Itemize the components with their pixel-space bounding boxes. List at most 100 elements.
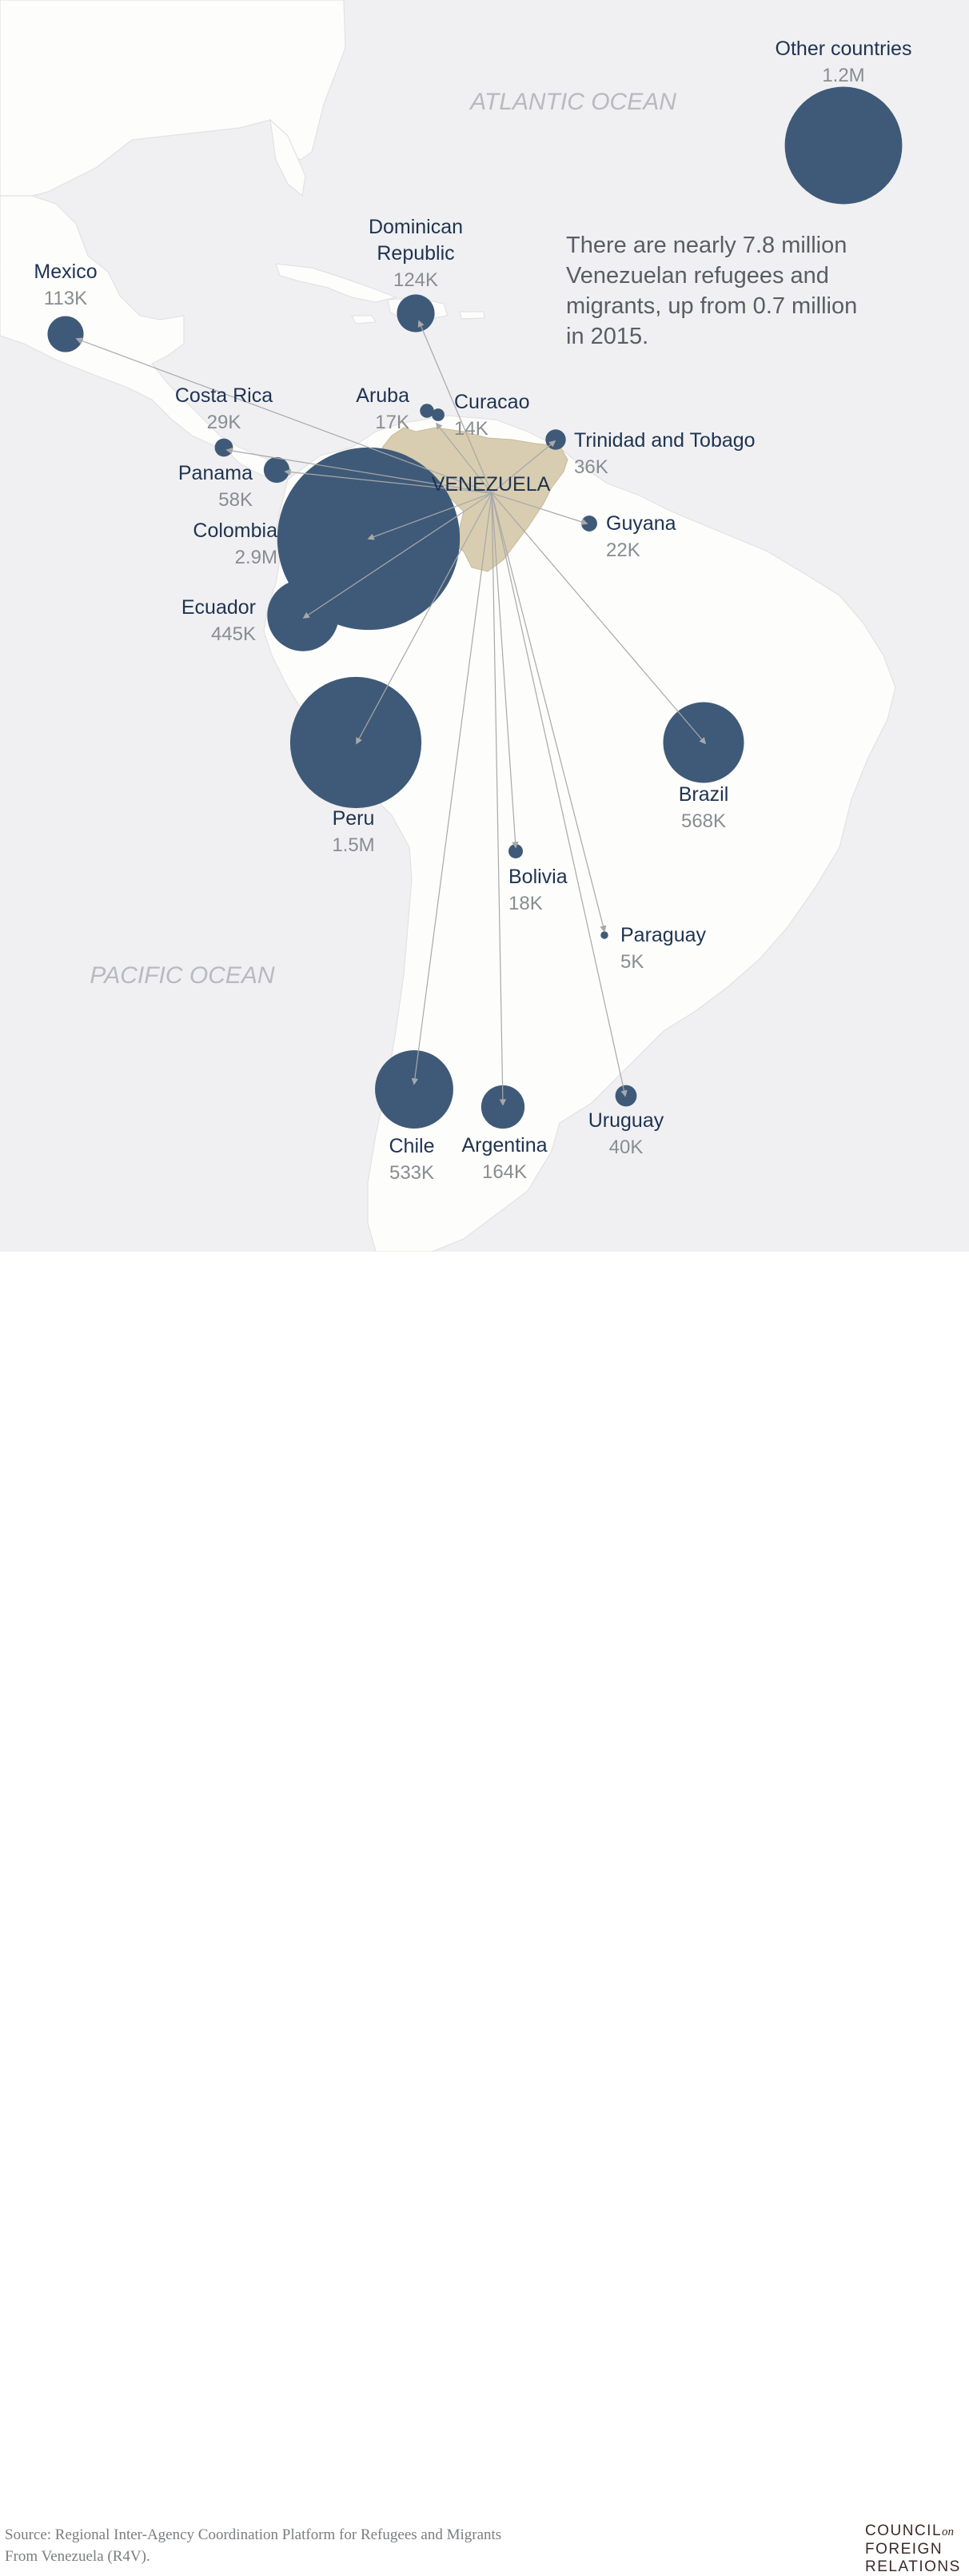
origin-label: VENEZUELA	[432, 473, 551, 496]
land-north-america	[0, 0, 346, 201]
headline-line-2: Venezuelan refugees and	[566, 263, 829, 289]
curacao-label: Curacao 14K	[454, 391, 530, 440]
land-cuba	[275, 263, 397, 303]
other-countries-name: Other countries	[776, 38, 912, 60]
paraguay-flow-arrow	[491, 492, 607, 933]
colombia-label: Colombia 2.9M	[193, 520, 277, 568]
mexico-value: 113K	[44, 288, 87, 309]
bolivia-name: Bolivia	[508, 866, 568, 888]
source-note: Source: Regional Inter-Agency Coordinati…	[5, 2524, 612, 2567]
chile-bubble	[375, 1050, 453, 1129]
dominican-republic-bubble	[397, 294, 435, 332]
trinidad-and-tobago-name: Trinidad and Tobago	[574, 429, 756, 452]
chile-flow-arrow	[411, 492, 492, 1085]
guyana-label: Guyana 22K	[606, 512, 676, 561]
source-line-1: Source: Regional Inter-Agency Coordinati…	[5, 2526, 502, 2543]
destination-labels: Mexico 113K Dominican Republic 124K Costa Ric…	[34, 38, 911, 1184]
dominican-republic-flow-arrow	[417, 320, 492, 494]
source-line-2: From Venezuela (R4V).	[5, 2548, 150, 2565]
paraguay-value: 5K	[620, 951, 644, 973]
trinidad-and-tobago-value: 36K	[574, 456, 608, 478]
paraguay-bubble	[600, 931, 608, 939]
headline: There are nearly 7.8 million Venezuelan …	[566, 233, 857, 349]
dominican-republic-label: Dominican Republic 124K	[369, 216, 463, 291]
mexico-name: Mexico	[34, 261, 97, 283]
aruba-label: Aruba 17K	[356, 384, 409, 433]
argentina-value: 164K	[482, 1161, 527, 1183]
trinidad-and-tobago-flow-arrow	[491, 440, 556, 494]
logo-line-3: RELATIONS	[865, 2558, 961, 2575]
trinidad-and-tobago-label: Trinidad and Tobago 36K	[574, 429, 756, 478]
bolivia-value: 18K	[508, 893, 543, 914]
uruguay-value: 40K	[609, 1137, 644, 1158]
guyana-name: Guyana	[606, 512, 676, 535]
land-florida	[269, 118, 306, 197]
land-mexico-central-america	[0, 195, 289, 480]
aruba-value: 17K	[375, 412, 409, 433]
cfr-logo: COUNCILon FOREIGN RELATIONS	[865, 2522, 965, 2576]
uruguay-name: Uruguay	[588, 1109, 664, 1132]
peru-name: Peru	[333, 807, 375, 830]
curacao-flow-arrow	[435, 422, 492, 494]
costa-rica-bubble	[214, 438, 233, 457]
ecuador-bubble	[267, 579, 339, 651]
atlantic-ocean-label: ATLANTIC OCEAN	[469, 89, 676, 115]
ecuador-flow-arrow	[302, 492, 492, 619]
colombia-value: 2.9M	[235, 547, 277, 568]
chile-name: Chile	[389, 1135, 435, 1157]
curacao-name: Curacao	[454, 391, 530, 413]
uruguay-bubble	[615, 1085, 637, 1107]
paraguay-label: Paraguay 5K	[620, 924, 707, 973]
curacao-bubble	[432, 408, 445, 421]
headline-line-3: migrants, up from 0.7 million	[566, 293, 857, 319]
dominican-republic-name: Dominican	[369, 216, 463, 238]
ecuador-label: Ecuador 445K	[181, 596, 256, 645]
brazil-flow-arrow	[491, 492, 707, 745]
ecuador-name: Ecuador	[181, 596, 256, 619]
peru-bubble	[289, 676, 422, 809]
costa-rica-flow-arrow	[225, 447, 492, 494]
other-countries-label: Other countries 1.2M	[776, 38, 912, 86]
logo-line-2: FOREIGN	[865, 2541, 943, 2558]
argentina-name: Argentina	[461, 1134, 547, 1157]
costa-rica-value: 29K	[207, 412, 241, 433]
headline-line-1: There are nearly 7.8 million	[566, 233, 847, 258]
land-puerto-rico	[459, 311, 485, 320]
footer: Source: Regional Inter-Agency Coordinati…	[0, 1252, 969, 2575]
logo-line-1: COUNCILon	[865, 2522, 955, 2539]
colombia-flow-arrow	[367, 492, 492, 540]
peru-value: 1.5M	[332, 834, 374, 856]
panama-name: Panama	[178, 462, 253, 484]
guyana-value: 22K	[606, 539, 640, 561]
argentina-flow-arrow	[491, 492, 507, 1106]
flow-arrows	[75, 320, 707, 1106]
costa-rica-name: Costa Rica	[175, 384, 273, 407]
argentina-bubble	[481, 1085, 525, 1129]
migration-map: ATLANTIC OCEAN PACIFIC OCEAN There are n…	[0, 0, 969, 1252]
mexico-flow-arrow	[75, 337, 492, 494]
land-jamaica	[351, 315, 377, 324]
guyana-flow-arrow	[491, 492, 588, 525]
uruguay-flow-arrow	[491, 492, 628, 1097]
brazil-value: 568K	[681, 810, 726, 832]
uruguay-label: Uruguay 40K	[588, 1109, 664, 1158]
peru-label: Peru 1.5M	[332, 807, 374, 856]
panama-label: Panama 58K	[178, 462, 253, 511]
panama-value: 58K	[218, 489, 253, 511]
colombia-name: Colombia	[193, 520, 277, 542]
mexico-label: Mexico 113K	[34, 261, 97, 309]
bolivia-flow-arrow	[491, 492, 519, 849]
dominican-republic-value: 124K	[393, 269, 438, 291]
aruba-bubble	[420, 404, 434, 418]
logo-on: on	[942, 2526, 955, 2538]
pacific-ocean-label: PACIFIC OCEAN	[90, 962, 274, 989]
brazil-label: Brazil 568K	[679, 783, 729, 832]
panama-bubble	[263, 456, 290, 484]
brazil-bubble	[663, 702, 744, 783]
guyana-bubble	[581, 516, 597, 532]
headline-line-4: in 2015.	[566, 324, 648, 349]
mexico-bubble	[47, 316, 84, 352]
costa-rica-label: Costa Rica 29K	[175, 384, 273, 433]
chile-label: Chile 533K	[389, 1135, 435, 1184]
other-countries-value: 1.2M	[822, 65, 864, 86]
